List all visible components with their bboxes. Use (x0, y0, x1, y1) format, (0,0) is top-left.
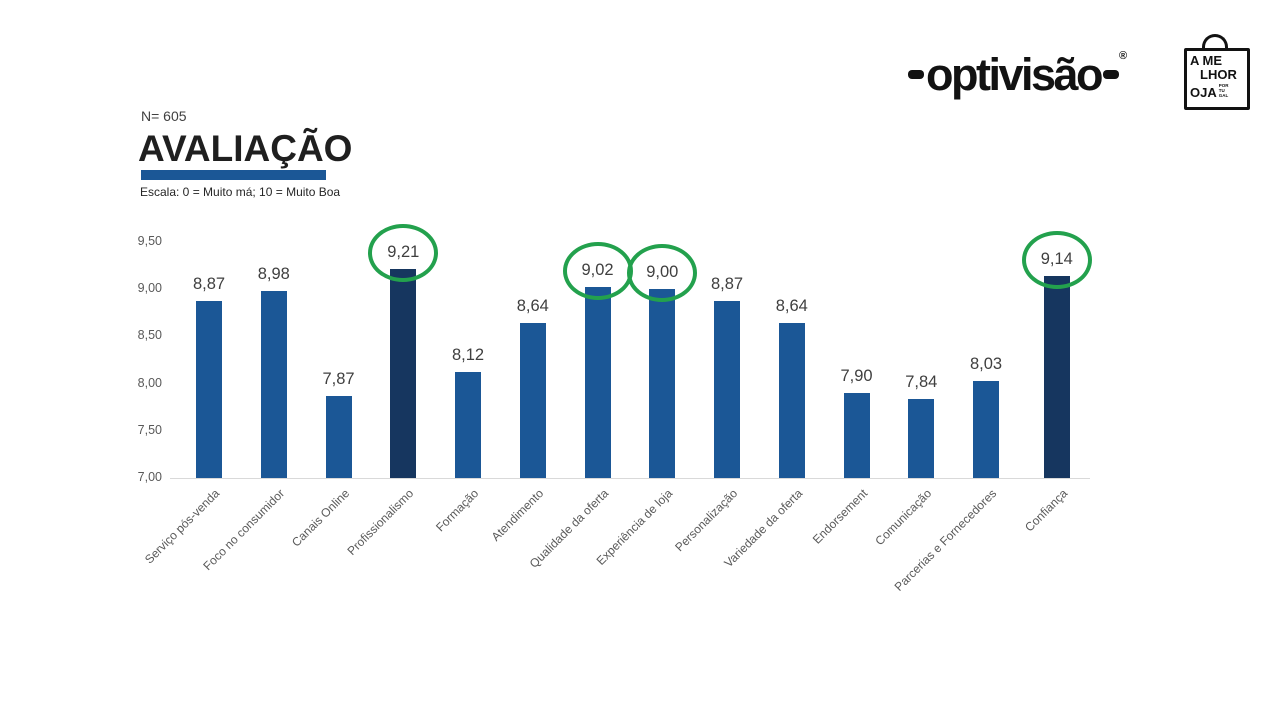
category-label: Qualidade da oferta (526, 486, 611, 571)
category-label: Comunicação (872, 486, 935, 549)
registered-mark: ® (1119, 50, 1128, 62)
logo-dash-right-icon (1103, 70, 1120, 79)
value-label: 8,12 (451, 346, 485, 365)
bar-3 (325, 395, 352, 478)
chart-plot: 9,50 9,00 8,50 8,00 7,50 7,00 8,87 Serviço pós-… (138, 224, 1092, 594)
value-label: 8,87 (710, 275, 744, 294)
bar-4 (390, 269, 417, 478)
bar-10 (778, 323, 805, 478)
logo-dash-left-icon (908, 70, 924, 79)
bar-12 (908, 398, 935, 478)
badge-small-text: POR TU GAL (1218, 82, 1229, 98)
value-label: 8,98 (257, 265, 290, 284)
category-label: Atendimento (488, 486, 546, 544)
page-title: AVALIAÇÃO (138, 128, 353, 169)
value-label: 7,90 (840, 367, 873, 386)
y-axis-tick: 7,00 (137, 470, 162, 484)
bar-7 (584, 287, 611, 478)
value-label: 8,64 (775, 297, 808, 316)
bar-6 (519, 323, 546, 478)
highlight-circle (562, 242, 633, 301)
value-label: 8,03 (969, 354, 1003, 373)
y-axis-tick: 8,50 (137, 328, 162, 343)
value-label: 7,84 (905, 372, 938, 391)
bar-13 (973, 380, 999, 478)
brand-name: optivisão (926, 49, 1104, 100)
shopping-bag-handle-icon (1202, 34, 1228, 51)
value-label: 8,87 (192, 275, 226, 294)
bar-9 (714, 301, 740, 478)
y-axis-tick: 9,50 (137, 234, 162, 248)
highlight-circle (1021, 230, 1092, 289)
value-label: 7,87 (322, 369, 355, 388)
highlight-circle (368, 224, 439, 283)
bar-5 (455, 372, 481, 478)
optivisao-logo: optivisão ® (908, 49, 1128, 100)
y-axis-tick: 9,00 (137, 281, 162, 296)
bar-2 (260, 291, 287, 478)
y-axis-tick: 7,50 (137, 422, 162, 437)
title-underline (141, 170, 326, 180)
category-label: Confiança (1021, 486, 1070, 535)
highlight-circle (627, 244, 698, 303)
bar-8 (649, 289, 676, 478)
badge-line-1: A ME (1190, 53, 1223, 68)
value-label: 8,64 (516, 297, 549, 316)
sample-size: N= 605 (141, 108, 187, 124)
melhor-loja-badge: A ME LHOR OJA POR TU GAL (1184, 34, 1250, 110)
category-label: Endorsement (809, 486, 870, 547)
badge-line-2: LHOR (1200, 67, 1237, 83)
bar-11 (843, 393, 870, 478)
category-label: Foco no consumidor (200, 486, 287, 574)
category-label: Formação (433, 486, 482, 535)
category-label: Parcerias e Fornecedores (891, 486, 1000, 594)
scale-note: Escala: 0 = Muito má; 10 = Muito Boa (140, 185, 341, 199)
category-label: Experiência de loja (593, 486, 676, 568)
category-label: Variedade da oferta (721, 486, 805, 571)
bar-14 (1043, 275, 1070, 478)
y-axis-tick: 8,00 (137, 375, 162, 390)
bar-1 (196, 301, 222, 478)
category-label: Personalização (672, 486, 741, 555)
category-label: Serviço pós-venda (142, 486, 223, 567)
category-label: Canais Online (288, 486, 352, 550)
category-label: Profissionalismo (344, 486, 417, 558)
badge-line-3: OJA (1190, 84, 1217, 100)
